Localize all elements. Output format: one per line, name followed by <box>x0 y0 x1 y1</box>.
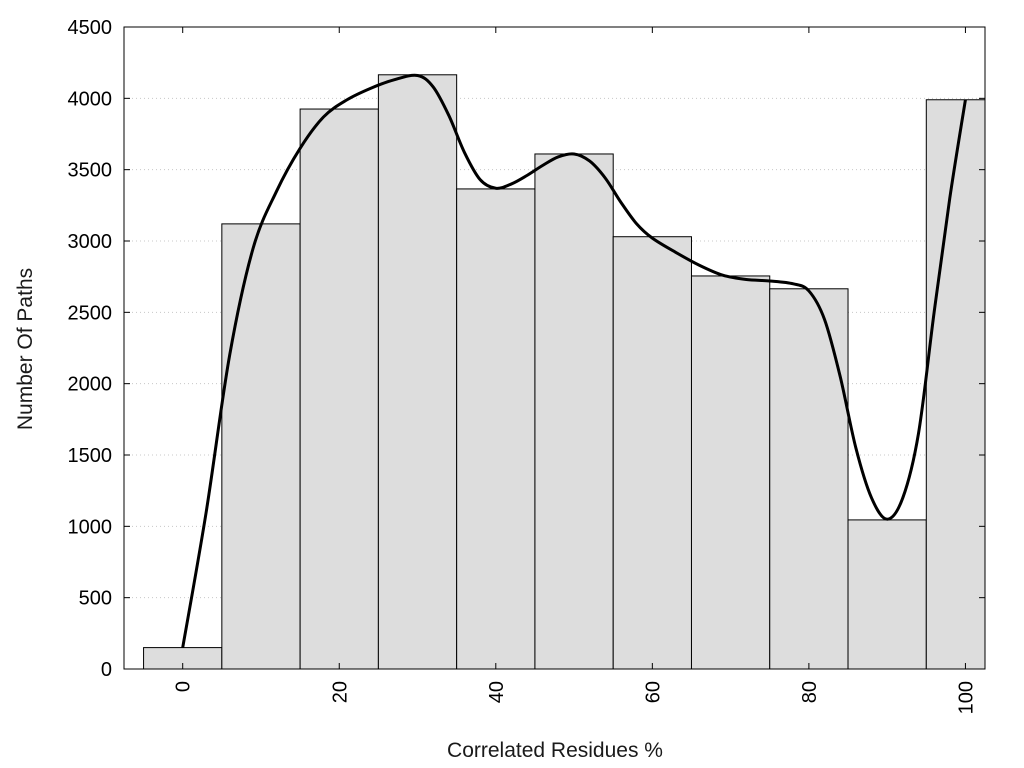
histogram-bar <box>377 74 458 669</box>
y-tick-label: 4000 <box>68 88 113 110</box>
histogram-bar <box>612 236 692 669</box>
y-tick-label: 2000 <box>68 374 113 396</box>
x-tick-label: 100 <box>955 681 977 714</box>
y-tick-label: 0 <box>101 659 112 681</box>
histogram-bar <box>925 99 985 669</box>
trend-line-layer <box>181 73 967 648</box>
plot-area-frame <box>123 26 986 670</box>
histogram-bar <box>847 519 927 669</box>
histogram-bar <box>299 108 379 669</box>
x-tick-label: 0 <box>173 681 195 692</box>
histogram-bar <box>769 288 849 669</box>
histogram-bar <box>534 153 614 669</box>
y-tick-label: 3000 <box>68 231 113 253</box>
histogram-bar <box>221 223 301 669</box>
y-axis-title: Number Of Paths <box>14 268 37 430</box>
x-tick-label: 20 <box>329 681 351 703</box>
x-tick-label: 40 <box>486 681 508 703</box>
y-axis-ticks: 0 500 1000 1500 2000 2500 3000 3500 4000 4500 <box>68 17 985 681</box>
x-tick-label: 60 <box>642 681 664 703</box>
trend-line <box>181 73 967 648</box>
y-tick-label: 500 <box>79 588 112 610</box>
y-tick-label: 1000 <box>68 516 113 538</box>
x-axis-title: Correlated Residues % <box>447 739 663 762</box>
x-tick-label: 80 <box>799 681 821 703</box>
histogram-bar <box>690 275 771 669</box>
y-tick-label: 2500 <box>68 302 113 324</box>
y-tick-label: 1500 <box>68 445 113 467</box>
histogram-bars <box>143 74 985 669</box>
x-axis-ticks: 0 20 40 60 80 100 <box>173 27 977 714</box>
y-tick-label: 4500 <box>68 17 113 39</box>
y-tick-label: 3500 <box>68 160 113 182</box>
histogram-bar <box>456 188 536 669</box>
